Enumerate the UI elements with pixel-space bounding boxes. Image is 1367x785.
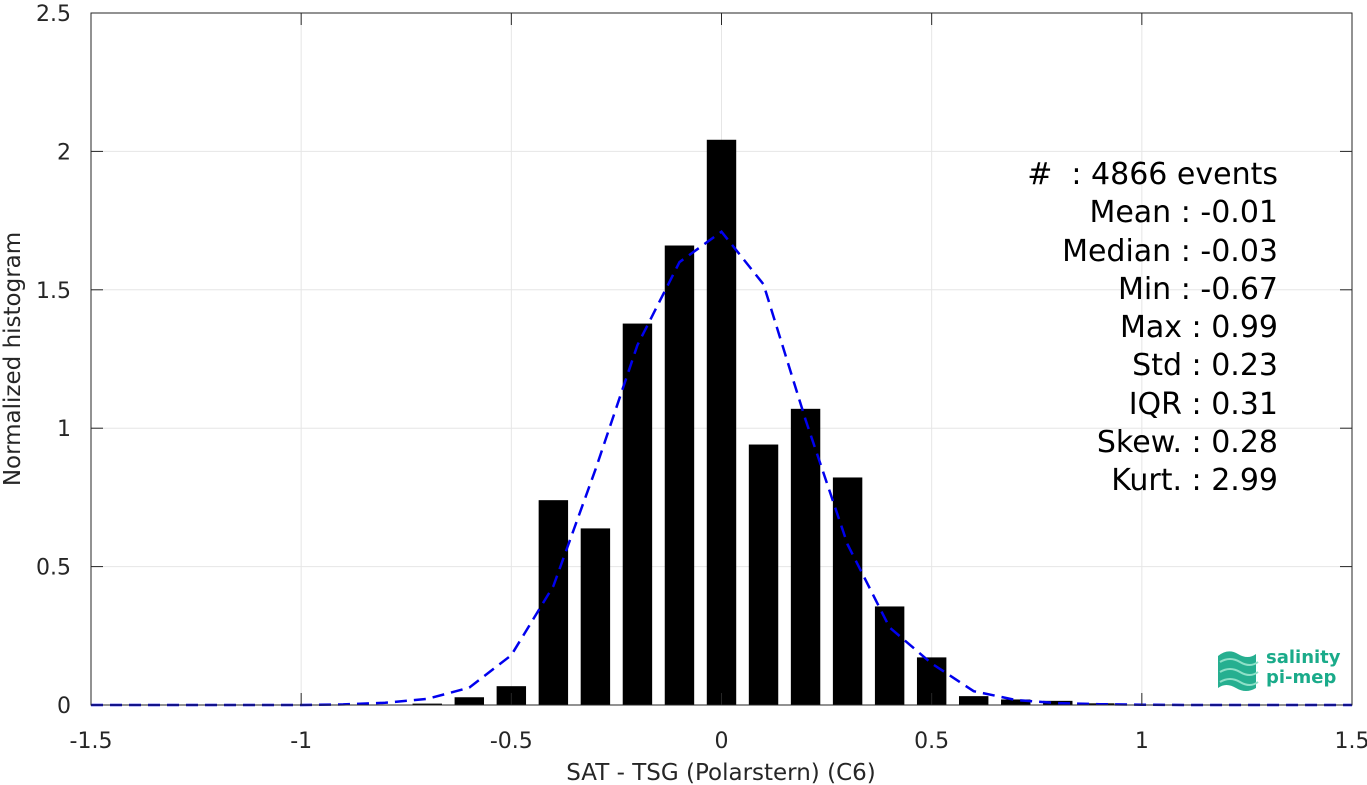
y-tick-label: 1 xyxy=(57,417,71,442)
histogram-bar xyxy=(454,697,485,705)
x-tick-label: -0.5 xyxy=(490,729,533,754)
x-tick-label: -1.5 xyxy=(70,729,113,754)
histogram-bar xyxy=(412,703,442,705)
salinity-pi-mep-logo xyxy=(1218,651,1259,691)
x-tick-label: -1 xyxy=(290,729,312,754)
histogram-bar xyxy=(1001,699,1031,705)
histogram-bar xyxy=(1043,700,1073,705)
stat-line: Kurt. : 2.99 xyxy=(1111,463,1278,499)
stat-line: Std : 0.23 xyxy=(1132,348,1278,384)
y-tick-label: 0 xyxy=(57,694,71,719)
logo-text: salinity pi-mep xyxy=(1266,648,1341,688)
histogram-bar xyxy=(580,528,611,705)
histogram-bar xyxy=(790,408,821,705)
axes-frame xyxy=(90,12,1353,706)
statistics-panel: # : 4866 events Mean : -0.01 Median : -0.0… xyxy=(1027,156,1278,501)
x-tick-label: 0.5 xyxy=(914,729,949,754)
stat-line: Min : -0.67 xyxy=(1117,271,1278,307)
stat-line: Median : -0.03 xyxy=(1062,233,1278,269)
stat-line: IQR : 0.31 xyxy=(1128,386,1278,422)
x-tick-label: 0 xyxy=(715,729,729,754)
histogram-bars xyxy=(412,139,1115,705)
x-tick-label: 1.5 xyxy=(1335,729,1367,754)
logo-line-2: pi-mep xyxy=(1266,667,1337,688)
histogram-bar xyxy=(706,139,737,705)
histogram-bar xyxy=(622,323,653,705)
histogram-bar xyxy=(664,245,695,705)
logo-line-1: salinity xyxy=(1266,647,1341,668)
y-tick-label: 0.5 xyxy=(36,556,71,581)
y-axis-label: Normalized histogram xyxy=(0,232,26,486)
stat-line: Mean : -0.01 xyxy=(1089,195,1278,231)
x-axis-label: SAT - TSG (Polarstern) (C6) xyxy=(566,760,875,785)
histogram-bar xyxy=(748,444,779,705)
x-tick-labels: -1.5 -1 -0.5 0 0.5 1 1.5 xyxy=(70,729,1367,754)
histogram-bar xyxy=(874,606,905,705)
stat-line: Skew. : 0.28 xyxy=(1096,425,1278,461)
y-tick-label: 2 xyxy=(57,140,71,165)
histogram-bar xyxy=(958,696,989,705)
y-tick-labels: 0 0.5 1 1.5 2 2.5 xyxy=(36,2,71,719)
x-tick-label: 1 xyxy=(1135,729,1149,754)
stat-line: Max : 0.99 xyxy=(1120,310,1278,346)
y-tick-label: 2.5 xyxy=(36,2,71,27)
stat-line: # : 4866 events xyxy=(1027,157,1278,192)
y-tick-label: 1.5 xyxy=(36,279,71,304)
